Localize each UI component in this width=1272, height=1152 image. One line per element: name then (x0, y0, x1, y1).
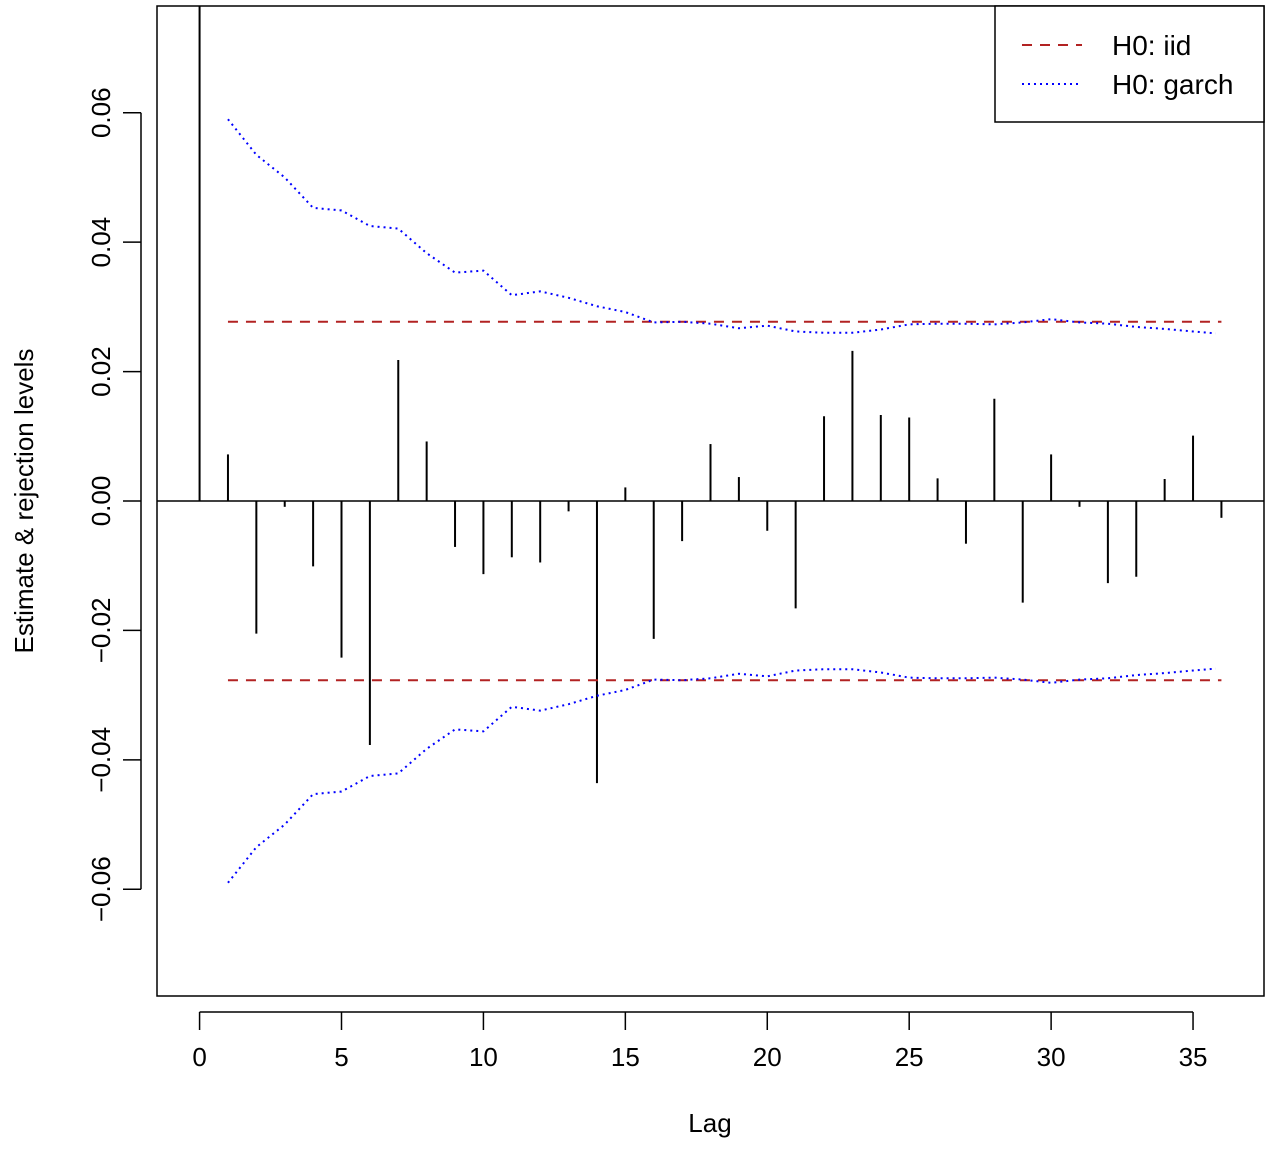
x-tick-label: 25 (895, 1042, 924, 1072)
rejection-bands (227, 118, 1222, 884)
legend: H0: iid H0: garch (994, 5, 1265, 123)
legend-label-garch: H0: garch (1112, 69, 1233, 100)
y-axis-label: Estimate & rejection levels (9, 349, 39, 654)
x-tick-label: 15 (611, 1042, 640, 1072)
x-tick-label: 10 (469, 1042, 498, 1072)
x-tick-label: 35 (1179, 1042, 1208, 1072)
y-tick-label: 0.04 (86, 217, 116, 268)
x-tick-label: 30 (1037, 1042, 1066, 1072)
y-tick-label: 0.06 (86, 87, 116, 138)
y-axis: −0.06 −0.04 −0.02 0.00 0.02 0.04 0.06 (86, 87, 142, 922)
y-tick-label: 0.00 (86, 476, 116, 527)
x-axis-label: Lag (688, 1108, 731, 1138)
x-tick-label: 20 (753, 1042, 782, 1072)
y-tick-label: −0.06 (86, 856, 116, 922)
band-h0-garch-upper (227, 118, 1216, 335)
y-tick-label: −0.02 (86, 598, 116, 664)
band-h0-garch-lower (227, 667, 1216, 884)
y-tick-label: 0.02 (86, 346, 116, 397)
y-tick-label: −0.04 (86, 727, 116, 793)
x-tick-label: 0 (192, 1042, 206, 1072)
x-axis: 0 5 10 15 20 25 30 35 (192, 1011, 1208, 1072)
estimate-bars (198, 6, 1223, 784)
legend-box (994, 5, 1265, 123)
x-tick-label: 5 (334, 1042, 348, 1072)
legend-label-iid: H0: iid (1112, 30, 1191, 61)
